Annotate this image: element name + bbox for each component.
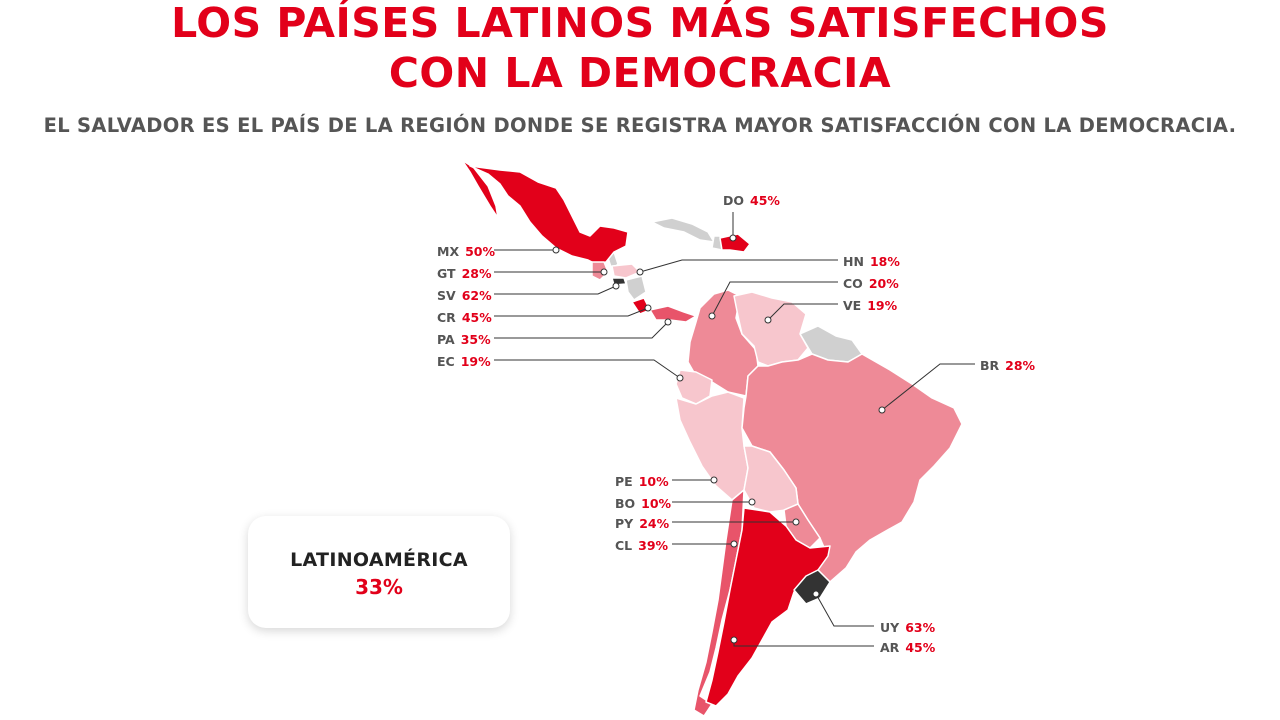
label-co: CO 20% bbox=[843, 276, 899, 291]
label-bo: BO 10% bbox=[615, 496, 672, 511]
uruguay-shape bbox=[793, 569, 831, 605]
argentina-shape bbox=[705, 507, 831, 707]
label-cr: CR 45% bbox=[437, 310, 492, 325]
title-line-1: LOS PAÍSES LATINOS MÁS SATISFECHOS bbox=[171, 0, 1109, 47]
label-sv: SV 62% bbox=[437, 288, 492, 303]
honduras-shape bbox=[611, 263, 641, 279]
label-ec: EC 19% bbox=[437, 354, 491, 369]
label-uy: UY 63% bbox=[880, 620, 936, 635]
leader-lines bbox=[494, 212, 975, 647]
label-pe: PE 10% bbox=[615, 474, 669, 489]
page-subtitle: EL SALVADOR ES EL PAÍS DE LA REGIÓN DOND… bbox=[43, 114, 1237, 137]
latin-america-average-card: LATINOAMÉRICA 33% bbox=[248, 516, 510, 628]
mexico-shape bbox=[461, 159, 629, 265]
nicaragua-shape bbox=[625, 275, 647, 301]
label-cl: CL 39% bbox=[615, 538, 669, 553]
label-ar: AR 45% bbox=[880, 640, 936, 655]
panama-shape bbox=[649, 305, 697, 323]
cuba-shape bbox=[651, 217, 715, 243]
label-mx: MX 50% bbox=[437, 244, 495, 259]
average-value: 33% bbox=[355, 575, 403, 599]
country-labels: MX 50% GT 28% SV 62% CR 45% PA 35% EC 19% DO 45… bbox=[437, 193, 1036, 655]
dominican-republic-shape bbox=[719, 233, 751, 253]
label-py: PY 24% bbox=[615, 516, 670, 531]
average-label: LATINOAMÉRICA bbox=[290, 549, 468, 571]
label-br: BR 28% bbox=[980, 358, 1036, 373]
label-ve: VE 19% bbox=[843, 298, 898, 313]
label-pa: PA 35% bbox=[437, 332, 491, 347]
label-do: DO 45% bbox=[723, 193, 780, 208]
title-line-2: CON LA DEMOCRACIA bbox=[388, 49, 892, 97]
label-hn: HN 18% bbox=[843, 254, 900, 269]
page-title: LOS PAÍSES LATINOS MÁS SATISFECHOS CON L… bbox=[0, 0, 1280, 98]
peru-shape bbox=[675, 391, 749, 501]
label-gt: GT 28% bbox=[437, 266, 492, 281]
